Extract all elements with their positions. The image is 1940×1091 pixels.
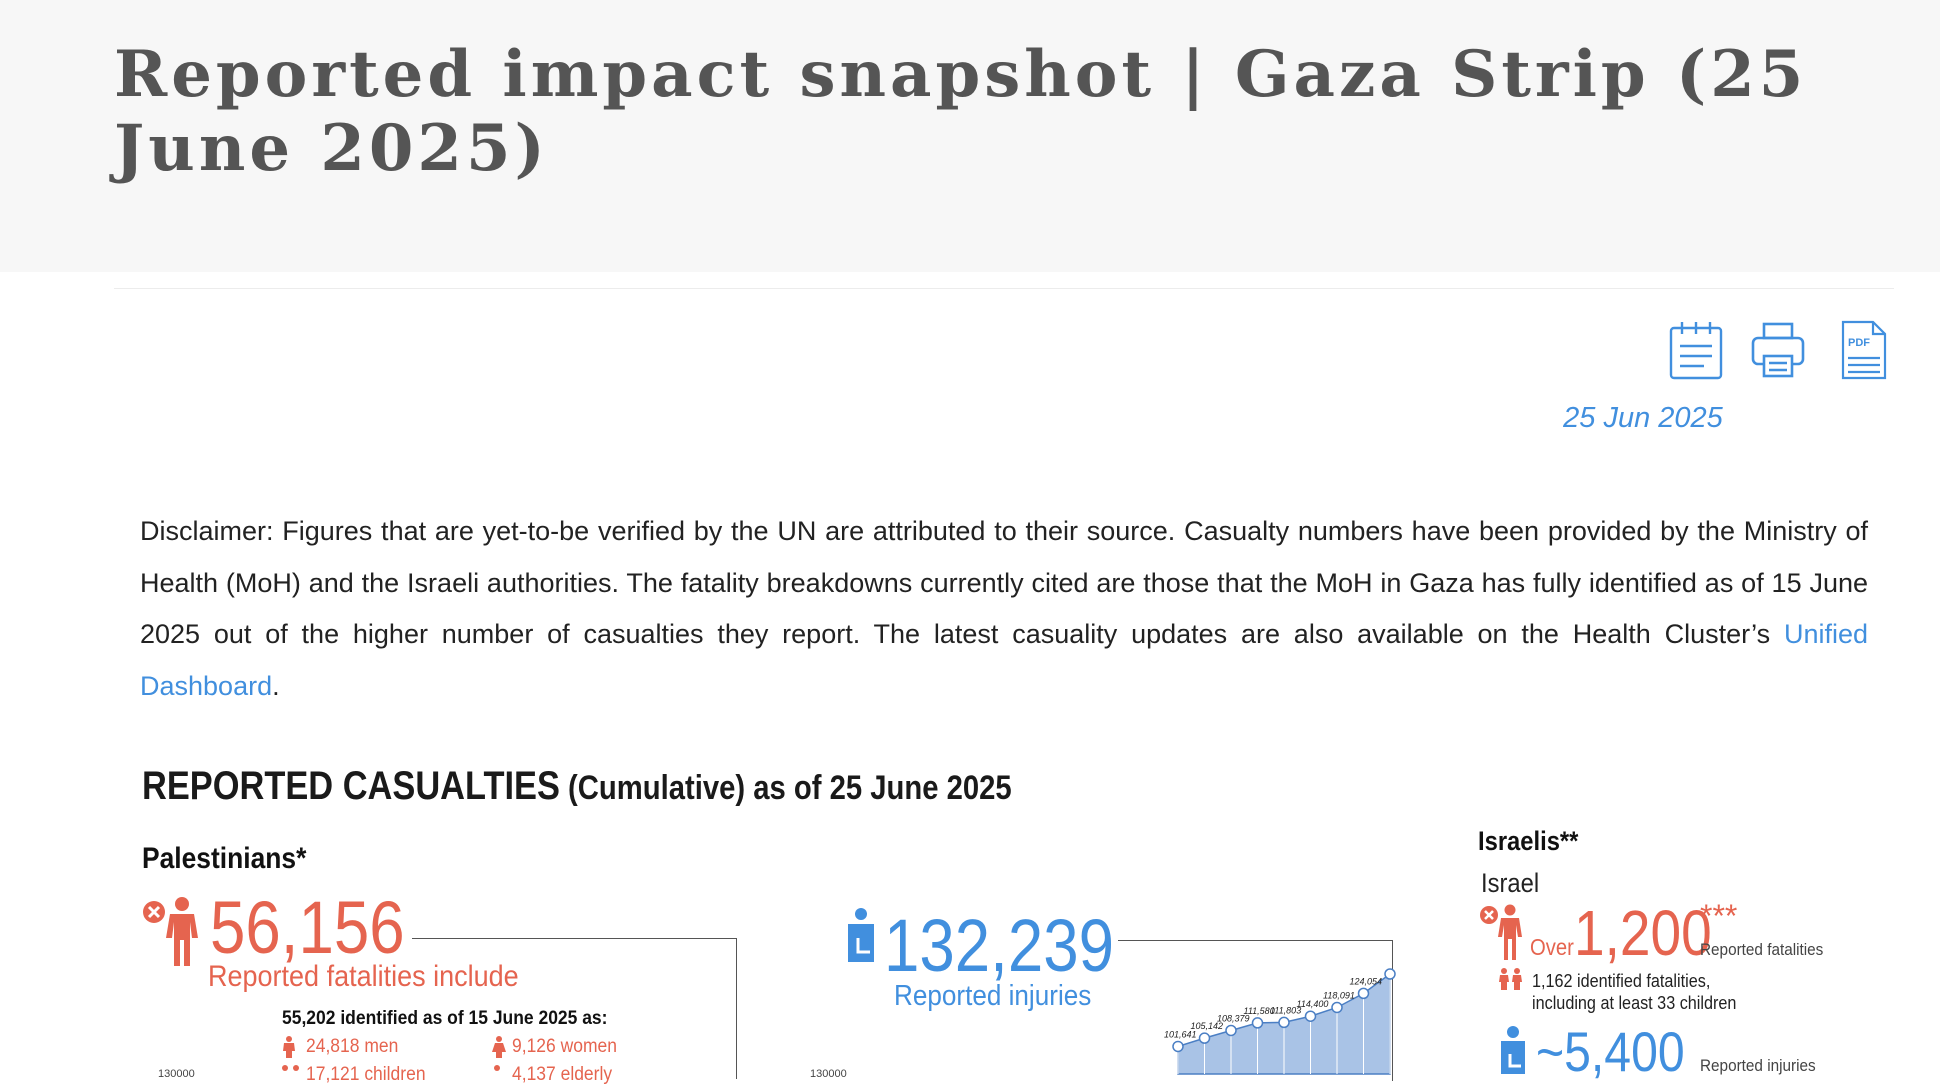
israel-injured-person-icon bbox=[1498, 1026, 1528, 1074]
person-icon bbox=[160, 896, 204, 966]
israel-fatalities-count: 1,200 bbox=[1574, 897, 1712, 969]
injuries-chart-frame bbox=[1118, 940, 1393, 1081]
unified-dashboard-link[interactable]: Unified Dashboard bbox=[140, 619, 1868, 701]
israel-injuries-caption: Reported injuries bbox=[1700, 1056, 1816, 1075]
injuries-data-label: 105,142 bbox=[1191, 1021, 1224, 1031]
woman-icon bbox=[492, 1036, 506, 1058]
injuries-point bbox=[1172, 1040, 1184, 1053]
svg-text:PDF: PDF bbox=[1848, 337, 1870, 349]
calendar-notes-icon[interactable] bbox=[1668, 320, 1724, 380]
injuries-data-label: 108,379 bbox=[1217, 1013, 1250, 1023]
injuries-data-label: 124,054 bbox=[1350, 976, 1383, 986]
children-icon bbox=[280, 1064, 302, 1086]
page-title: Reported impact snapshot | Gaza Strip (2… bbox=[114, 37, 1808, 186]
disclaimer: Disclaimer: Figures that are yet-to-be v… bbox=[140, 516, 1868, 701]
section-title: REPORTED CASUALTIES (Cumulative) as of 2… bbox=[142, 764, 1012, 808]
pdf-icon[interactable]: PDF bbox=[1840, 320, 1888, 380]
publication-date: 25 Jun 2025 bbox=[1563, 402, 1723, 434]
man-icon bbox=[282, 1036, 296, 1058]
injuries-point bbox=[1357, 987, 1370, 1000]
women-count: 9,126 women bbox=[512, 1036, 617, 1057]
israel-label: Israel bbox=[1481, 868, 1540, 898]
injuries-data-label: 101,641 bbox=[1164, 1029, 1197, 1039]
injuries-data-label: 118,091 bbox=[1323, 990, 1355, 1000]
children-count: 17,121 children bbox=[306, 1064, 426, 1085]
israel-identified-note: 1,162 identified fatalities, including at… bbox=[1532, 971, 1737, 1013]
injured-person-icon bbox=[844, 908, 878, 962]
men-count: 24,818 men bbox=[306, 1036, 399, 1057]
injuries-data-label: 114,400 bbox=[1297, 999, 1329, 1009]
injuries-point bbox=[1304, 1010, 1317, 1022]
injuries-data-label: 111,580 bbox=[1244, 1006, 1275, 1016]
palestinian-injuries-caption: Reported injuries bbox=[894, 980, 1092, 1012]
injuries-point bbox=[1384, 968, 1396, 980]
fatalities-chart-frame bbox=[412, 938, 737, 1079]
israel-children-icon bbox=[1498, 968, 1524, 990]
fatalities-chart-tick: 130000 bbox=[158, 1068, 195, 1080]
injuries-point bbox=[1198, 1032, 1211, 1044]
title-banner bbox=[0, 0, 1940, 272]
injuries-data-label: 111,803 bbox=[1270, 1005, 1301, 1015]
injuries-area-chart: 101,641105,142108,379111,580111,803114,4… bbox=[1164, 968, 1396, 1075]
identified-breakdown-title: 55,202 identified as of 15 June 2025 as: bbox=[282, 1008, 608, 1029]
injuries-chart-tick: 130000 bbox=[810, 1068, 847, 1080]
palestinian-fatalities-count: 56,156 bbox=[210, 886, 405, 969]
elderly-count: 4,137 elderly bbox=[512, 1064, 613, 1085]
israel-over-label: Over bbox=[1530, 934, 1574, 960]
israel-injuries-count: ~5,400 bbox=[1536, 1020, 1685, 1083]
palestinian-injuries-count: 132,239 bbox=[884, 904, 1115, 987]
israelis-label: Israelis** bbox=[1478, 826, 1579, 856]
elderly-icon bbox=[490, 1064, 508, 1086]
israel-person-icon bbox=[1494, 904, 1526, 960]
palestinians-label: Palestinians* bbox=[142, 842, 307, 875]
israel-fatalities-caption: Reported fatalities bbox=[1700, 940, 1824, 959]
israel-fatalities-footnote-mark: *** bbox=[1700, 898, 1738, 934]
fatality-x-icon bbox=[140, 898, 168, 926]
injuries-point bbox=[1278, 1016, 1290, 1029]
injuries-point bbox=[1331, 1001, 1343, 1014]
israel-fatality-x-icon bbox=[1478, 904, 1500, 926]
divider bbox=[114, 288, 1894, 289]
injuries-point bbox=[1225, 1024, 1237, 1037]
print-icon[interactable] bbox=[1750, 320, 1806, 380]
injuries-point bbox=[1251, 1017, 1264, 1029]
palestinian-fatalities-caption: Reported fatalities include bbox=[208, 960, 519, 993]
